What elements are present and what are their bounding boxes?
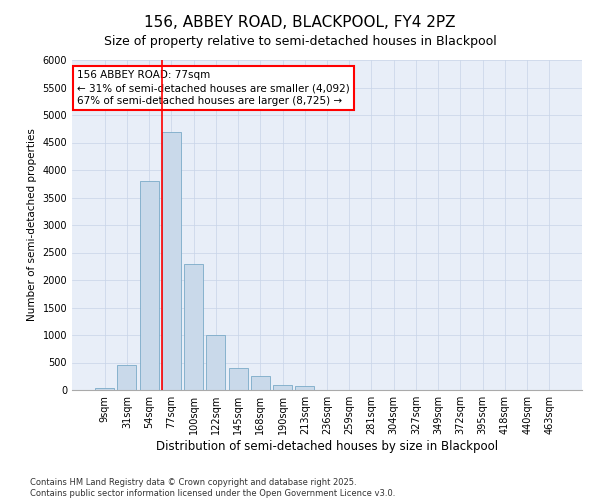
Bar bbox=[118, 365, 136, 390]
X-axis label: Distribution of semi-detached houses by size in Blackpool: Distribution of semi-detached houses by … bbox=[156, 440, 498, 453]
Text: Size of property relative to semi-detached houses in Blackpool: Size of property relative to semi-detach… bbox=[104, 35, 496, 48]
Bar bbox=[229, 368, 248, 390]
Text: 156 ABBEY ROAD: 77sqm
← 31% of semi-detached houses are smaller (4,092)
67% of s: 156 ABBEY ROAD: 77sqm ← 31% of semi-deta… bbox=[77, 70, 350, 106]
Bar bbox=[140, 181, 158, 390]
Bar bbox=[184, 264, 203, 390]
Text: 156, ABBEY ROAD, BLACKPOOL, FY4 2PZ: 156, ABBEY ROAD, BLACKPOOL, FY4 2PZ bbox=[144, 15, 456, 30]
Y-axis label: Number of semi-detached properties: Number of semi-detached properties bbox=[27, 128, 37, 322]
Bar bbox=[206, 335, 225, 390]
Text: Contains HM Land Registry data © Crown copyright and database right 2025.
Contai: Contains HM Land Registry data © Crown c… bbox=[30, 478, 395, 498]
Bar bbox=[295, 386, 314, 390]
Bar bbox=[251, 376, 270, 390]
Bar bbox=[162, 132, 181, 390]
Bar bbox=[95, 388, 114, 390]
Bar bbox=[273, 384, 292, 390]
